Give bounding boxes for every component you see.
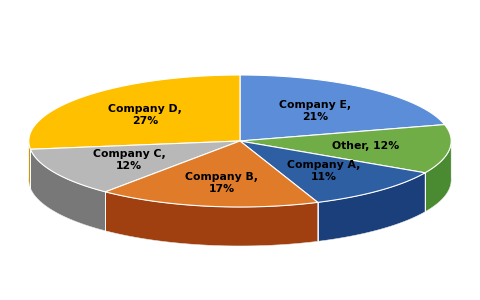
Polygon shape bbox=[240, 141, 425, 203]
Polygon shape bbox=[318, 173, 425, 242]
Polygon shape bbox=[30, 149, 106, 231]
Text: Company A,
11%: Company A, 11% bbox=[287, 160, 360, 182]
Polygon shape bbox=[106, 141, 318, 207]
Polygon shape bbox=[240, 124, 451, 173]
Polygon shape bbox=[30, 141, 240, 192]
Text: Company E,
21%: Company E, 21% bbox=[279, 100, 351, 122]
Polygon shape bbox=[106, 192, 318, 246]
Text: Company D,
27%: Company D, 27% bbox=[108, 104, 182, 126]
Polygon shape bbox=[240, 75, 444, 141]
Polygon shape bbox=[29, 141, 30, 188]
Text: Company B,
17%: Company B, 17% bbox=[185, 172, 258, 194]
Polygon shape bbox=[425, 142, 451, 212]
Polygon shape bbox=[29, 75, 240, 149]
Ellipse shape bbox=[29, 114, 451, 246]
Text: Company C,
12%: Company C, 12% bbox=[93, 149, 165, 171]
Text: Other, 12%: Other, 12% bbox=[332, 141, 399, 151]
